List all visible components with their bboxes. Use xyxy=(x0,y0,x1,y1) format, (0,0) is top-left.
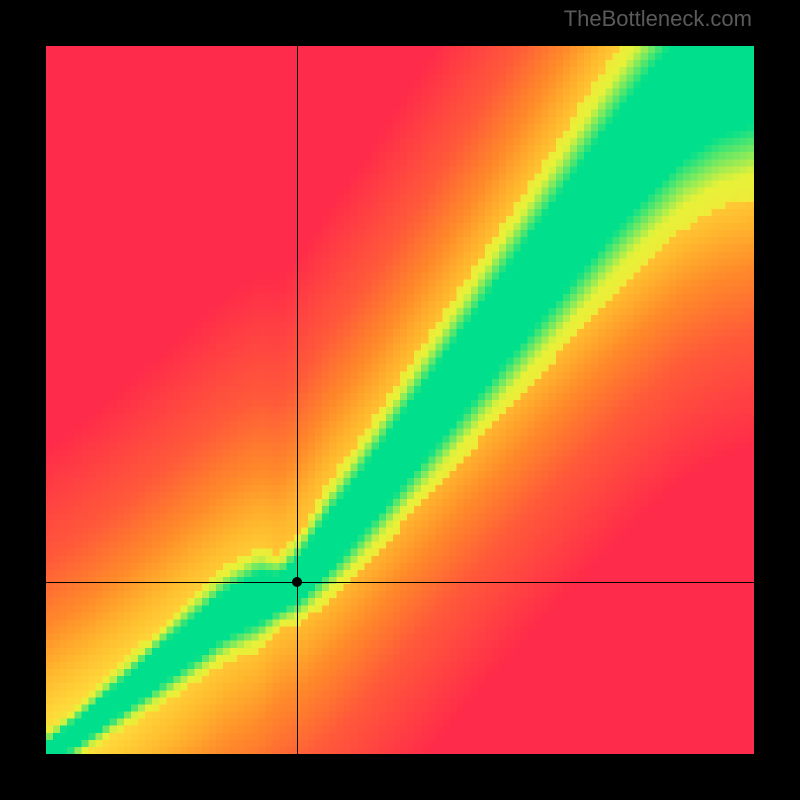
heatmap-plot-area xyxy=(46,46,754,754)
watermark-text: TheBottleneck.com xyxy=(564,6,752,32)
heatmap-canvas xyxy=(46,46,754,754)
crosshair-vertical xyxy=(297,46,298,754)
crosshair-marker[interactable] xyxy=(292,577,302,587)
crosshair-horizontal xyxy=(46,582,754,583)
